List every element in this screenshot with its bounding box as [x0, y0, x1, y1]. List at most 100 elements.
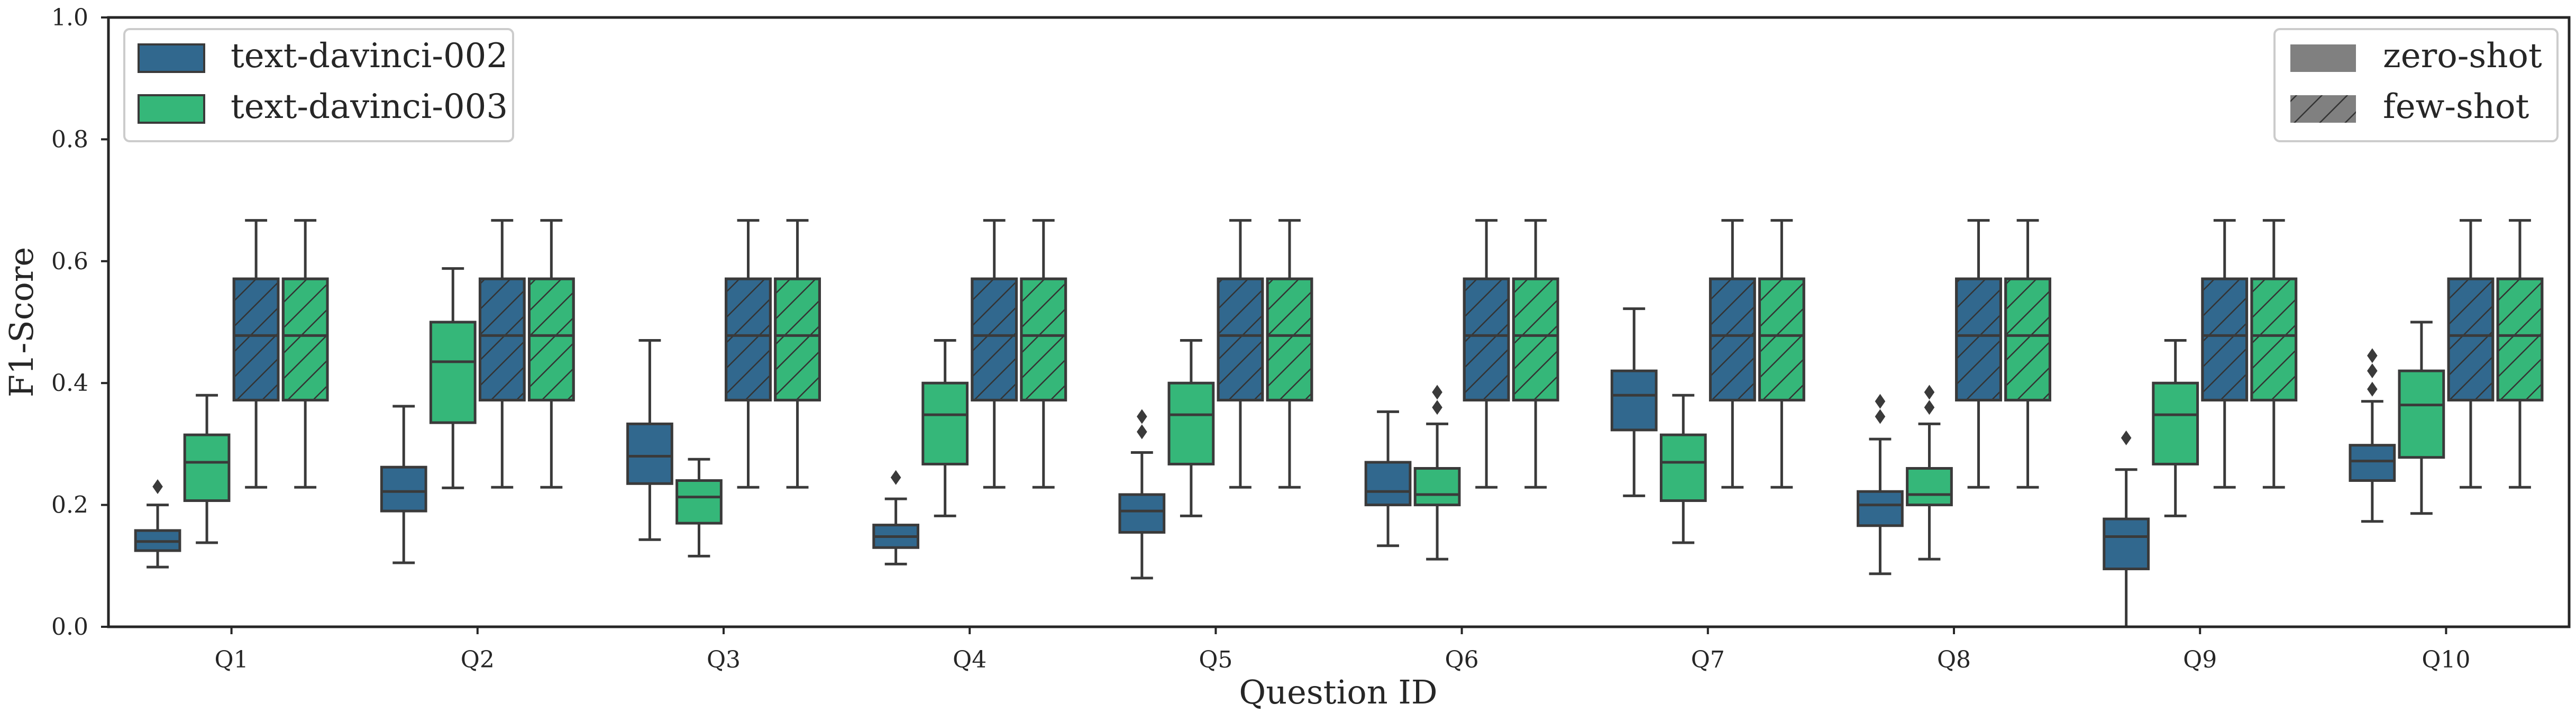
box-body — [675, 479, 723, 525]
series-text-davinci-002-few-shot — [232, 219, 2495, 489]
box-body — [1118, 493, 1166, 534]
box-body — [380, 465, 427, 513]
legend-hatch-few-shot — [2290, 95, 2356, 123]
x-tick-label-q7: Q7 — [1691, 646, 1725, 673]
y-axis-label: F1-Score — [2, 247, 41, 397]
box-q10 — [2496, 219, 2544, 489]
box-body — [921, 381, 969, 465]
box-q5 — [1217, 219, 1264, 489]
box-hatch — [1512, 277, 1559, 401]
box-q4 — [872, 470, 920, 565]
box-q6 — [1512, 219, 1559, 489]
box-hatch — [1217, 277, 1264, 401]
box-body — [1610, 369, 1658, 432]
box-q9 — [2103, 430, 2150, 628]
plot-area: 0.0 0.2 0.4 0.6 0.8 1.0 Question ID F1-Score Q1 Q… — [2, 4, 2544, 711]
outlier-point — [1924, 385, 1935, 400]
box-q8 — [2004, 219, 2051, 489]
box-q7 — [1709, 219, 1756, 489]
box-hatch — [1758, 277, 1805, 401]
outlier-point — [1875, 394, 1886, 409]
box-body — [1659, 433, 1707, 502]
box-hatch — [1709, 277, 1756, 401]
box-q7 — [1659, 394, 1707, 544]
series-text-davinci-003-few-shot — [281, 219, 2544, 489]
box-q1 — [232, 219, 280, 489]
box-body — [2152, 381, 2199, 465]
box-hatch — [1266, 277, 1313, 401]
box-hatch — [478, 277, 526, 401]
box-hatch — [2447, 277, 2495, 401]
box-q9 — [2250, 219, 2298, 489]
box-q5 — [1266, 219, 1313, 489]
outlier-point — [1137, 424, 1147, 440]
outlier-point — [1137, 409, 1147, 424]
x-tick-label-q8: Q8 — [1937, 646, 1971, 673]
x-tick-label-q2: Q2 — [461, 646, 495, 673]
box-q5 — [1118, 409, 1166, 580]
x-tick-label-q5: Q5 — [1199, 646, 1232, 673]
legend-label-zero-shot: zero-shot — [2383, 36, 2542, 76]
box-body — [429, 321, 477, 424]
box-q4 — [1020, 219, 1067, 489]
box-hatch — [971, 277, 1018, 401]
box-q4 — [971, 219, 1018, 489]
outlier-point — [1875, 409, 1886, 424]
box-hatch — [2496, 277, 2544, 401]
box-q7 — [1758, 219, 1805, 489]
box-q8 — [1955, 219, 2002, 489]
outlier-point — [2367, 363, 2378, 379]
outlier-point — [2367, 381, 2378, 397]
x-tick-label-q1: Q1 — [215, 646, 249, 673]
box-hatch — [1955, 277, 2002, 401]
box-hatch — [1463, 277, 1510, 401]
box-body — [2398, 369, 2445, 459]
legend-swatch-text-davinci-003 — [138, 94, 205, 124]
box-q6 — [1463, 219, 1510, 489]
y-tick-label: 0.6 — [51, 248, 88, 275]
box-hatch — [232, 277, 280, 401]
box-q1 — [281, 219, 329, 489]
legend-swatch-zero-shot — [2290, 44, 2356, 72]
x-axis-label: Question ID — [1239, 673, 1437, 711]
legend-swatch-text-davinci-002 — [138, 43, 205, 73]
outlier-point — [1432, 400, 1442, 415]
legend-label-text-davinci-003: text-davinci-003 — [231, 87, 508, 126]
box-body — [1364, 461, 1412, 507]
box-q7 — [1610, 307, 1658, 497]
box-q3 — [675, 458, 723, 558]
box-hatch — [2004, 277, 2051, 401]
y-tick-label: 0.2 — [51, 492, 88, 519]
box-body — [183, 433, 231, 502]
x-tick-label-q4: Q4 — [953, 646, 986, 673]
outlier-point — [1924, 400, 1935, 415]
outlier-point — [890, 470, 901, 485]
outlier-point — [1432, 385, 1442, 400]
box-q2 — [527, 219, 575, 489]
box-q3 — [774, 219, 821, 489]
box-hatch — [1020, 277, 1067, 401]
box-body — [2349, 444, 2396, 482]
box-q2 — [478, 219, 526, 489]
box-q3 — [626, 339, 673, 541]
box-hatch — [527, 277, 575, 401]
box-q2 — [429, 267, 477, 489]
box-body — [626, 422, 673, 485]
outlier-point — [2367, 348, 2378, 363]
box-body — [1906, 467, 1953, 507]
legend-models-box — [123, 28, 514, 142]
series-text-davinci-002-zero-shot — [134, 307, 2396, 628]
y-tick-label: 1.0 — [51, 4, 88, 31]
box-body — [1167, 381, 1215, 465]
legend-label-text-davinci-002: text-davinci-002 — [231, 36, 508, 76]
legends: text-davinci-002 text-davinci-003 zero-sho… — [123, 28, 2559, 142]
box-body — [1857, 490, 1904, 527]
box-q2 — [380, 405, 427, 564]
x-tick-label-q6: Q6 — [1445, 646, 1479, 673]
box-q4 — [921, 339, 969, 517]
box-q1 — [134, 479, 181, 569]
box-hatch — [281, 277, 329, 401]
box-q9 — [2201, 219, 2249, 489]
legend-label-few-shot: few-shot — [2383, 87, 2529, 126]
